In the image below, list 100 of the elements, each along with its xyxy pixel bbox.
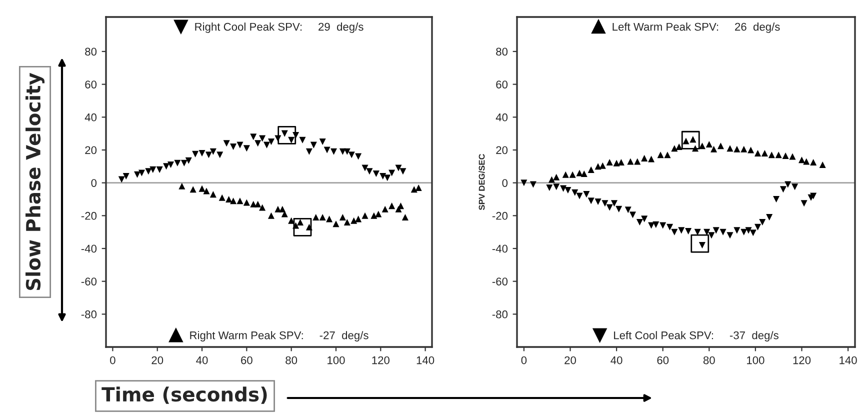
- y-tick-label: -60: [492, 278, 508, 286]
- point: [671, 145, 678, 152]
- point: [230, 143, 237, 150]
- point: [740, 146, 748, 152]
- point: [355, 153, 362, 160]
- point: [610, 200, 618, 207]
- x-tick-label: 60: [241, 356, 252, 364]
- x-tick-label: 80: [286, 356, 298, 364]
- point: [339, 214, 346, 221]
- point: [562, 171, 569, 178]
- x-tick-label: 20: [152, 356, 164, 364]
- point: [236, 198, 244, 204]
- point: [666, 224, 674, 230]
- y-tick-label: 60: [496, 80, 508, 88]
- point: [312, 214, 320, 221]
- point: [210, 191, 216, 198]
- point: [660, 222, 666, 229]
- point: [657, 152, 664, 158]
- x-tick-label: 60: [657, 356, 669, 364]
- point: [652, 221, 660, 228]
- y-tick-label: -80: [492, 310, 508, 318]
- point: [167, 162, 174, 168]
- point: [782, 152, 789, 159]
- point: [810, 159, 817, 166]
- x-tick-label: 120: [793, 356, 811, 364]
- point: [355, 216, 362, 222]
- point: [745, 227, 752, 234]
- point: [698, 142, 706, 150]
- y-tick-label: 40: [496, 113, 508, 122]
- point: [250, 200, 257, 208]
- point: [293, 218, 312, 236]
- x-tick-label: 40: [196, 356, 208, 364]
- point: [740, 228, 748, 236]
- point: [819, 162, 826, 168]
- point: [548, 176, 555, 183]
- point: [198, 150, 206, 157]
- point: [259, 135, 266, 142]
- point: [641, 216, 648, 222]
- point: [754, 150, 762, 157]
- point: [682, 138, 690, 144]
- y-tick-label: 0: [502, 179, 508, 187]
- point: [218, 194, 226, 201]
- point: [624, 206, 632, 214]
- point: [370, 212, 378, 219]
- point: [163, 163, 170, 170]
- point: [344, 218, 350, 226]
- point: [768, 152, 775, 158]
- point: [773, 196, 780, 202]
- point: [122, 172, 130, 180]
- point: [395, 164, 402, 172]
- point: [720, 228, 726, 236]
- point: [784, 181, 792, 188]
- y-axis-title: Slow Phase Velocity: [26, 72, 44, 290]
- point: [243, 199, 250, 206]
- x-axis-title: Time (seconds): [102, 386, 267, 404]
- point: [402, 214, 408, 221]
- point: [780, 186, 786, 193]
- point: [366, 168, 373, 175]
- point: [264, 142, 270, 148]
- point: [748, 146, 754, 154]
- point: [400, 168, 406, 175]
- point: [761, 150, 768, 157]
- point: [362, 164, 368, 172]
- point: [634, 158, 641, 165]
- point: [372, 170, 380, 178]
- point: [192, 150, 199, 158]
- point: [150, 166, 156, 173]
- y-tick-label: 0: [91, 179, 97, 187]
- point: [613, 160, 620, 166]
- point: [594, 198, 602, 205]
- legend-label: Left Warm Peak SPV: 26 deg/s: [612, 22, 780, 33]
- point: [572, 189, 578, 196]
- point: [708, 232, 715, 239]
- point: [583, 191, 590, 198]
- y-tick-label: -20: [81, 212, 97, 220]
- point: [236, 142, 244, 148]
- point: [288, 136, 295, 144]
- point: [134, 171, 141, 178]
- point: [564, 186, 572, 194]
- point: [734, 227, 740, 234]
- point: [717, 142, 724, 150]
- y-tick-label: -40: [81, 244, 97, 253]
- legend-label: Right Warm Peak SPV: -27 deg/s: [190, 331, 368, 342]
- point: [375, 210, 382, 218]
- point: [759, 218, 766, 226]
- y-tick-label: 60: [85, 80, 97, 88]
- point: [627, 158, 634, 165]
- point: [616, 206, 622, 212]
- point: [618, 159, 624, 166]
- point: [553, 184, 560, 190]
- point: [641, 154, 648, 162]
- y-tick-label: -80: [81, 310, 97, 318]
- point: [306, 148, 312, 155]
- point: [254, 140, 262, 147]
- point: [281, 210, 288, 218]
- point: [810, 192, 817, 200]
- point: [310, 142, 317, 148]
- point: [299, 136, 306, 144]
- point: [210, 148, 216, 155]
- point: [789, 153, 796, 160]
